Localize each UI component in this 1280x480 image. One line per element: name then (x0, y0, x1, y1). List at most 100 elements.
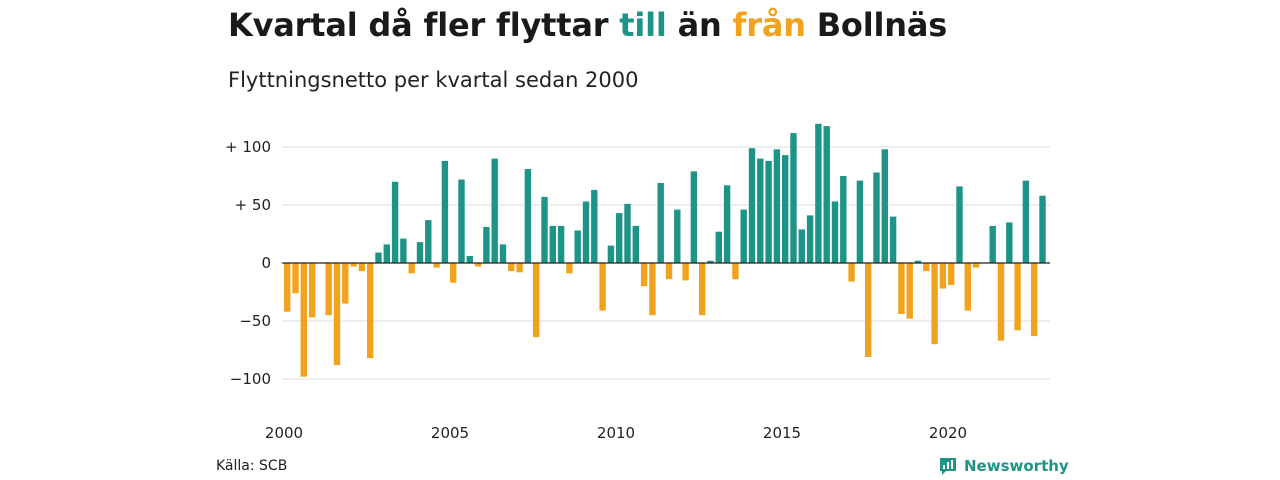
bar (964, 263, 971, 311)
bar (458, 179, 465, 263)
bar (300, 263, 307, 377)
bar (848, 263, 855, 282)
bar (906, 263, 913, 319)
bar (782, 155, 789, 263)
bar (757, 158, 764, 263)
bar (358, 263, 366, 272)
chart-subtitle: Flyttningsnetto per kvartal sedan 2000 (228, 68, 639, 92)
bar (972, 263, 980, 268)
bar (889, 216, 897, 263)
bar (325, 263, 332, 316)
y-tick-label: −50 (239, 312, 271, 330)
bar (657, 183, 664, 263)
bar (997, 263, 1005, 341)
bar (989, 225, 996, 263)
bar (557, 225, 565, 263)
bar (1022, 180, 1030, 263)
bar (292, 263, 299, 294)
bar (740, 209, 747, 263)
bar (566, 263, 573, 274)
bar (284, 263, 291, 312)
bar (914, 260, 922, 263)
bar (582, 201, 590, 263)
bar (823, 126, 830, 263)
x-tick-label: 2020 (929, 424, 967, 442)
bar (640, 263, 648, 287)
bar (1014, 263, 1021, 331)
bar (416, 242, 424, 263)
bar (441, 160, 449, 263)
bar (607, 245, 615, 263)
bar (723, 185, 731, 263)
bar (649, 263, 656, 316)
bar (865, 263, 872, 357)
newsworthy-icon (940, 458, 956, 475)
bar (856, 180, 864, 263)
bar (624, 203, 631, 263)
bar (400, 238, 407, 263)
bar (533, 263, 540, 338)
y-tick-label: + 100 (225, 138, 271, 156)
bar (939, 263, 947, 289)
bar (433, 263, 440, 268)
bar (881, 149, 888, 263)
source-note: Källa: SCB (216, 458, 288, 474)
bar (831, 201, 839, 263)
y-tick-label: −100 (230, 370, 271, 388)
x-tick-label: 2010 (597, 424, 635, 442)
bar (499, 244, 507, 263)
bar (524, 169, 532, 263)
bar (931, 263, 938, 345)
bar (308, 263, 316, 318)
bar (699, 263, 706, 316)
bar (516, 263, 523, 273)
bar (748, 148, 756, 263)
bar (790, 133, 797, 263)
brand-name: Newsworthy (964, 457, 1069, 475)
bar (599, 263, 606, 311)
bar (350, 263, 357, 267)
bar (383, 244, 390, 263)
bar (806, 215, 814, 263)
bar (1031, 263, 1038, 337)
bar (391, 181, 399, 263)
bar (342, 263, 349, 304)
bar (425, 220, 432, 263)
bar (923, 263, 930, 272)
bar (665, 263, 673, 280)
x-tick-label: 2005 (431, 424, 469, 442)
bar (682, 263, 689, 281)
bar (367, 263, 374, 359)
bar (549, 225, 556, 263)
bar (898, 263, 905, 314)
bar (616, 213, 623, 263)
bar (466, 256, 473, 263)
bar (574, 230, 581, 263)
bar (765, 160, 772, 263)
bar (948, 263, 955, 285)
bar (483, 227, 490, 263)
y-tick-label: + 50 (235, 196, 271, 214)
bar (715, 231, 722, 263)
title-highlight-fran: från (732, 6, 806, 44)
bar (408, 263, 415, 274)
y-tick-label: 0 (261, 254, 271, 272)
newsworthy-logo: Newsworthy (938, 456, 1069, 476)
x-tick-label: 2000 (265, 424, 303, 442)
bar (450, 263, 457, 283)
bar (773, 149, 781, 263)
x-tick-label: 2015 (763, 424, 801, 442)
bar (333, 263, 341, 366)
bar (591, 189, 598, 263)
bar (798, 229, 805, 263)
bar (632, 225, 639, 263)
bar (1006, 222, 1013, 263)
bar (956, 186, 963, 263)
bar (732, 263, 739, 280)
bar (541, 196, 548, 263)
bar (375, 252, 382, 263)
bar (707, 260, 714, 263)
bar (674, 209, 681, 263)
bar (491, 158, 498, 263)
